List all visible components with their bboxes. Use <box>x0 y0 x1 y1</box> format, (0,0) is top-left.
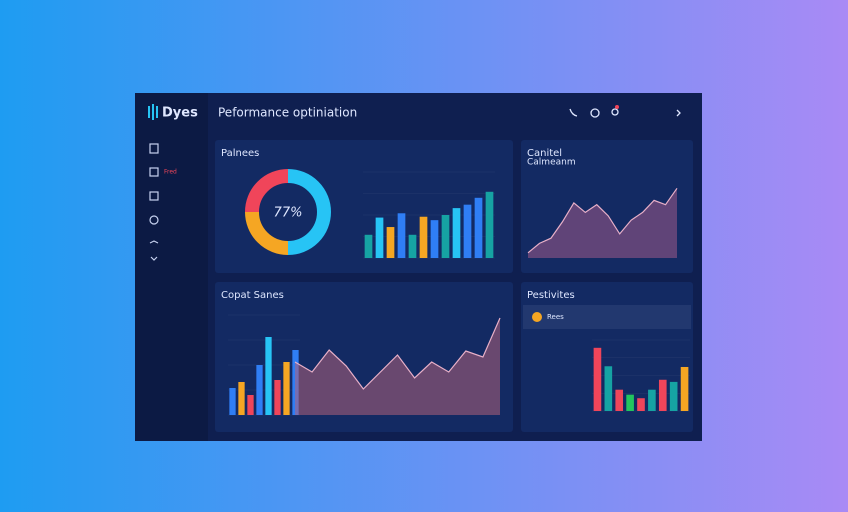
area-fill <box>528 188 677 258</box>
bar <box>430 220 439 258</box>
logo-icon <box>148 104 158 120</box>
bar <box>397 213 406 258</box>
bar <box>658 379 667 411</box>
bar <box>452 208 461 258</box>
bar <box>238 382 245 415</box>
list-row <box>523 305 691 329</box>
bar <box>680 366 689 411</box>
bar <box>485 191 494 258</box>
bar <box>256 365 263 415</box>
bar <box>419 216 428 258</box>
panel-title: Pestivites <box>527 290 575 301</box>
sidebar-icons[interactable] <box>149 143 159 261</box>
bar <box>593 347 602 411</box>
page-title: Peformance optiniation <box>218 106 357 120</box>
bar <box>669 381 678 411</box>
bar <box>386 227 395 258</box>
donut-segment <box>287 169 331 255</box>
area-line <box>527 187 678 254</box>
bar <box>441 215 450 258</box>
area-fill <box>295 318 500 415</box>
bar <box>408 234 417 258</box>
donut-segment <box>245 169 289 213</box>
bar <box>463 204 472 258</box>
panel-title: Copat Sanes <box>221 290 284 301</box>
bar <box>637 398 645 411</box>
panel-title: Palnees <box>221 148 259 159</box>
notification-dot <box>615 105 619 109</box>
bar <box>274 380 281 415</box>
row-icon <box>532 312 542 322</box>
bar <box>375 217 384 258</box>
donut-label: 77% <box>274 206 303 221</box>
logo: Dyes <box>162 106 198 121</box>
bar <box>474 197 483 258</box>
bar <box>364 234 373 258</box>
bar <box>626 394 634 411</box>
bar <box>229 388 236 415</box>
donut-segment <box>245 211 289 255</box>
row-label: Rees <box>547 313 564 321</box>
area-line <box>294 317 501 390</box>
bar <box>615 389 624 411</box>
header-icons[interactable] <box>569 108 681 118</box>
panel-title: Canitel <box>527 148 562 159</box>
bar <box>265 337 272 415</box>
panel-subtitle: Calmeanm <box>527 158 576 168</box>
bar <box>283 362 290 415</box>
bar <box>604 366 613 411</box>
sidebar-label[interactable]: Fred <box>164 169 177 176</box>
bar <box>648 389 656 411</box>
sidebar <box>135 93 208 441</box>
bar <box>247 395 254 415</box>
